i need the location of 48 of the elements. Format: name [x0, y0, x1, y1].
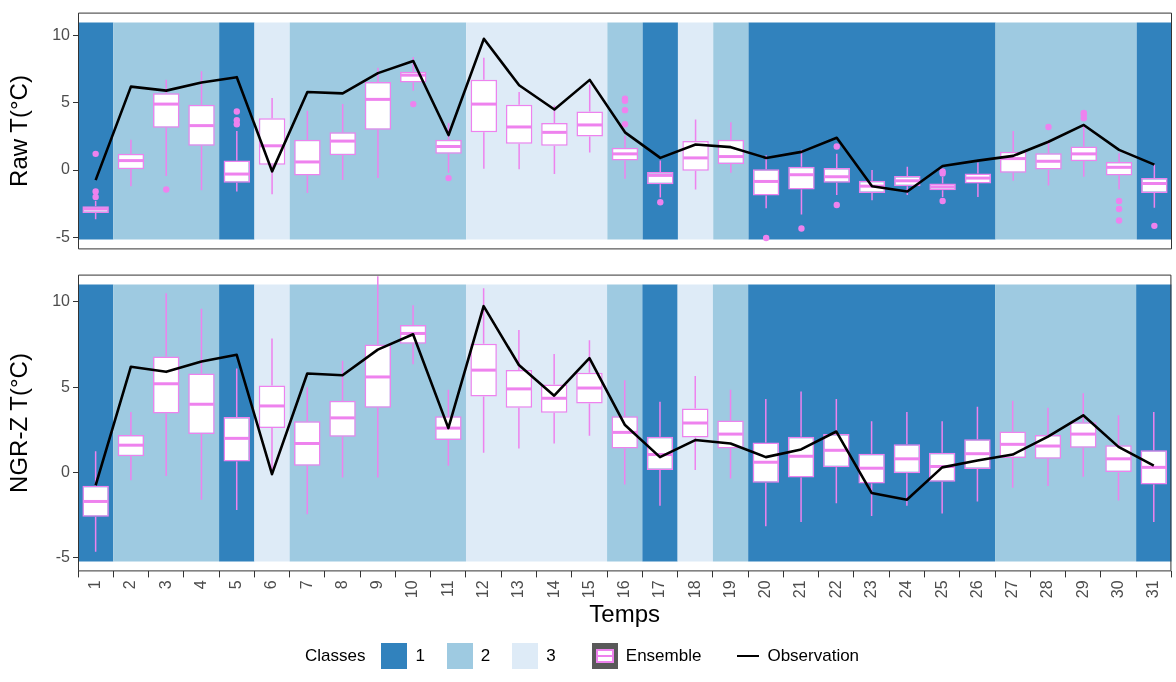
- x-tick-label: 1: [86, 580, 104, 590]
- y-axis-title: NGR-Z T(°C): [5, 353, 33, 493]
- legend-label: 1: [415, 646, 425, 666]
- legend-title: Classes: [304, 646, 366, 666]
- x-tick-label: 28: [1038, 580, 1056, 599]
- x-tick-label: 25: [932, 580, 950, 599]
- y-tick-label: 10: [52, 292, 71, 310]
- legend-label: 3: [546, 646, 556, 666]
- x-tick-label: 7: [297, 580, 315, 590]
- x-tick-label: 31: [1144, 580, 1162, 599]
- y-tick-label: -5: [55, 227, 71, 245]
- x-tick-label: 11: [438, 580, 456, 598]
- y-tick-label: 5: [61, 93, 71, 111]
- x-tick-label: 13: [509, 580, 527, 599]
- x-tick-label: 20: [756, 580, 774, 599]
- x-tick-label: 23: [862, 580, 880, 599]
- legend-label: 2: [480, 646, 491, 666]
- y-tick-label: 5: [61, 377, 71, 395]
- x-tick-label: 12: [474, 580, 492, 599]
- x-tick-label: 24: [897, 580, 915, 599]
- y-tick-label: -5: [55, 548, 71, 566]
- x-tick-label: 14: [544, 580, 562, 599]
- x-tick-label: 8: [332, 580, 350, 590]
- x-tick-label: 5: [227, 580, 245, 590]
- x-tick-label: 27: [1003, 580, 1021, 599]
- x-axis-title: Temps: [589, 600, 661, 628]
- x-tick-label: 10: [403, 580, 421, 599]
- x-tick-label: 9: [368, 580, 386, 590]
- x-tick-label: 26: [967, 580, 985, 599]
- y-tick-label: 0: [61, 160, 71, 178]
- x-tick-label: 19: [720, 580, 738, 599]
- x-tick-label: 2: [121, 580, 139, 590]
- x-tick-label: 17: [650, 580, 668, 599]
- legend-label: Observation: [767, 646, 860, 666]
- x-tick-label: 29: [1073, 580, 1091, 599]
- x-tick-label: 16: [615, 580, 633, 599]
- x-tick-label: 3: [156, 580, 174, 590]
- x-tick-label: 18: [685, 580, 703, 599]
- legend-label: Ensemble: [625, 646, 702, 666]
- x-tick-label: 22: [826, 580, 844, 599]
- y-tick-label: 10: [52, 25, 71, 43]
- y-axis-title: Raw T(°C): [5, 75, 33, 187]
- x-tick-label: 21: [791, 580, 809, 599]
- x-tick-label: 15: [579, 580, 597, 599]
- x-tick-label: 4: [191, 580, 209, 590]
- x-tick-label: 6: [262, 580, 280, 590]
- y-tick-label: 0: [61, 462, 71, 480]
- x-tick-label: 30: [1108, 580, 1126, 599]
